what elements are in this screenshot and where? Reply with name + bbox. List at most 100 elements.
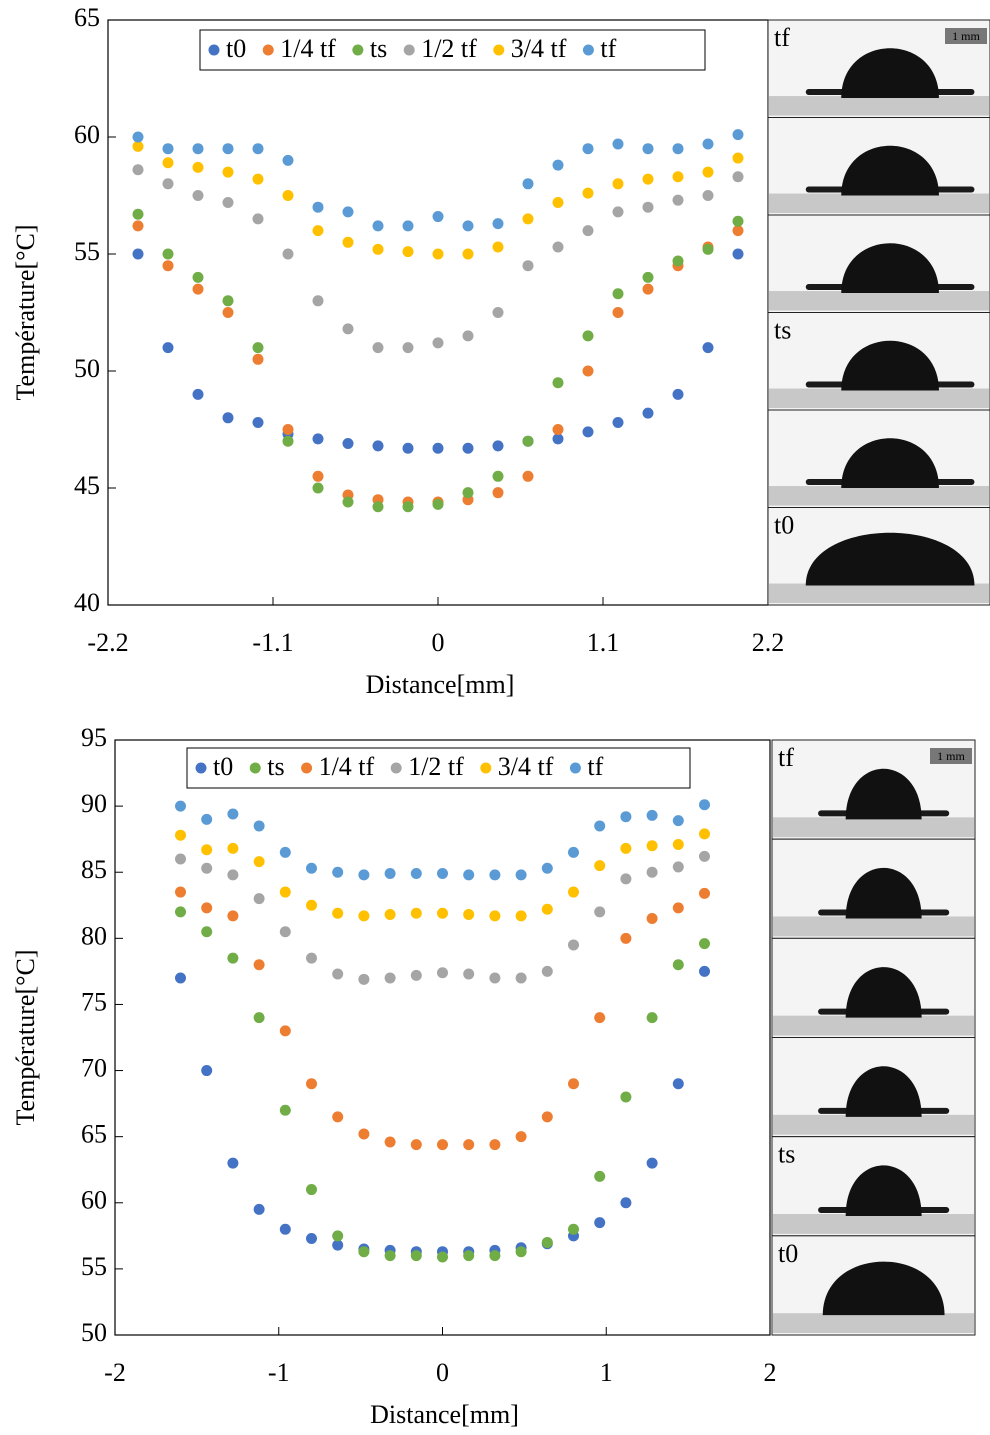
data-point bbox=[702, 342, 714, 354]
scale-bar bbox=[930, 748, 972, 764]
data-point bbox=[162, 143, 174, 155]
data-point bbox=[699, 850, 710, 862]
data-point bbox=[612, 178, 624, 190]
data-point bbox=[568, 886, 579, 898]
data-point bbox=[162, 178, 174, 190]
x-tick-label: -2 bbox=[104, 1358, 126, 1387]
data-point bbox=[252, 213, 264, 225]
data-point bbox=[175, 906, 186, 918]
droplet bbox=[845, 1165, 922, 1216]
droplet bbox=[822, 1261, 945, 1316]
data-point bbox=[489, 910, 501, 922]
data-point bbox=[732, 171, 744, 183]
legend-marker bbox=[195, 762, 207, 774]
droplet bbox=[845, 768, 922, 820]
data-point bbox=[253, 820, 265, 832]
panel-label: ts bbox=[778, 1140, 795, 1169]
data-point bbox=[463, 1139, 475, 1151]
data-point bbox=[162, 342, 174, 354]
legend-label: 3/4 tf bbox=[498, 752, 554, 781]
y-tick-label: 50 bbox=[81, 1318, 107, 1347]
data-point bbox=[699, 938, 710, 950]
data-point bbox=[699, 965, 710, 977]
data-point bbox=[515, 972, 527, 984]
data-point bbox=[672, 143, 684, 155]
data-point bbox=[541, 965, 553, 977]
data-point bbox=[312, 225, 324, 237]
panel-label: tf bbox=[778, 743, 794, 772]
legend-label: t0 bbox=[226, 34, 246, 63]
x-tick-label: -2.2 bbox=[87, 628, 128, 657]
scale-bar bbox=[945, 28, 987, 44]
y-tick-label: 55 bbox=[81, 1252, 107, 1281]
data-point bbox=[372, 501, 384, 513]
data-point bbox=[646, 866, 658, 878]
data-point bbox=[279, 846, 291, 858]
legend-marker bbox=[262, 44, 274, 56]
data-point bbox=[702, 190, 714, 201]
substrate bbox=[773, 1313, 974, 1334]
y-axis-label: Température[°C] bbox=[11, 224, 40, 400]
data-point bbox=[253, 1203, 265, 1215]
data-point bbox=[702, 138, 714, 150]
data-point bbox=[594, 1217, 606, 1229]
data-point bbox=[306, 1184, 317, 1196]
data-point bbox=[358, 910, 370, 922]
data-point bbox=[515, 1131, 527, 1143]
data-point bbox=[175, 972, 186, 984]
data-point bbox=[582, 365, 594, 377]
data-point bbox=[384, 909, 396, 921]
legend-box bbox=[199, 29, 706, 71]
data-point bbox=[432, 337, 444, 349]
data-point bbox=[489, 869, 501, 881]
data-point bbox=[252, 353, 264, 365]
legend-label: 1/4 tf bbox=[280, 34, 336, 63]
data-point bbox=[132, 131, 144, 143]
data-point bbox=[410, 1139, 422, 1151]
data-point bbox=[492, 218, 504, 230]
data-point bbox=[402, 220, 414, 232]
data-point bbox=[612, 138, 624, 150]
data-point bbox=[522, 435, 534, 447]
data-point bbox=[175, 886, 186, 898]
data-point bbox=[463, 869, 475, 881]
data-point bbox=[192, 190, 204, 201]
data-point bbox=[672, 838, 684, 850]
plot-frame bbox=[114, 739, 771, 1336]
data-point bbox=[552, 424, 564, 435]
data-point bbox=[432, 498, 444, 510]
data-point bbox=[306, 899, 317, 911]
data-point bbox=[646, 809, 658, 821]
data-point bbox=[384, 1250, 396, 1262]
data-point bbox=[384, 1136, 396, 1148]
data-point bbox=[672, 861, 684, 873]
data-point bbox=[672, 1078, 684, 1090]
droplet bbox=[841, 48, 939, 98]
data-point bbox=[358, 973, 370, 985]
data-point bbox=[541, 1236, 553, 1248]
legend-label: 1/2 tf bbox=[421, 34, 477, 63]
data-point bbox=[253, 959, 265, 971]
data-point bbox=[332, 866, 344, 878]
data-point bbox=[279, 926, 291, 938]
data-point bbox=[312, 433, 324, 445]
data-point bbox=[732, 248, 744, 260]
data-point bbox=[192, 271, 204, 283]
data-point bbox=[342, 496, 354, 508]
data-point bbox=[437, 967, 448, 979]
data-point bbox=[132, 140, 144, 152]
data-point bbox=[282, 435, 294, 447]
data-point bbox=[732, 129, 744, 141]
data-point bbox=[462, 248, 474, 260]
data-point bbox=[222, 295, 234, 307]
data-point bbox=[568, 1223, 579, 1235]
legend-label: t0 bbox=[213, 752, 233, 781]
data-point bbox=[175, 853, 186, 865]
droplet bbox=[845, 967, 922, 1018]
data-point bbox=[492, 487, 504, 499]
data-point bbox=[332, 1111, 344, 1123]
data-point bbox=[432, 248, 444, 260]
data-point bbox=[279, 1104, 291, 1116]
data-point bbox=[384, 972, 396, 984]
panel-label: t0 bbox=[774, 510, 794, 539]
